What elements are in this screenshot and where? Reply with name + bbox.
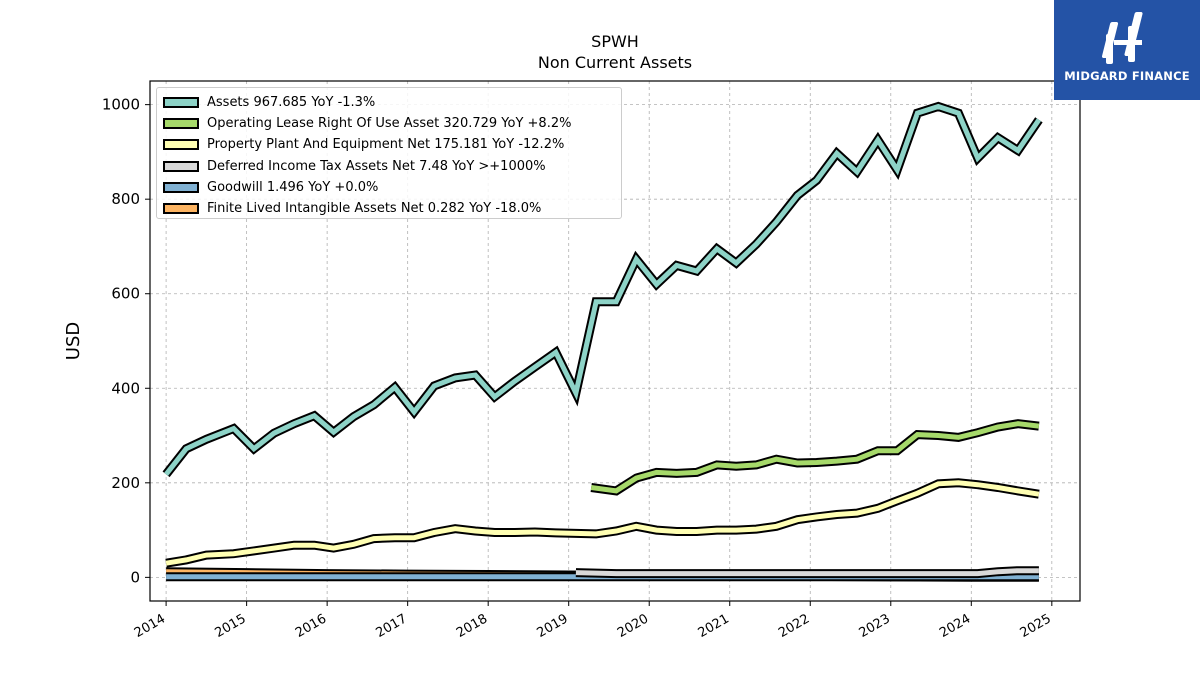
- legend-label: Property Plant And Equipment Net 175.181…: [207, 137, 565, 153]
- legend-swatch: [163, 139, 199, 151]
- brand-logo: MIDGARD FINANCE: [1054, 0, 1200, 100]
- chart-legend: Assets 967.685 YoY -1.3% Operating Lease …: [156, 87, 622, 219]
- y-tick-label: 1000: [102, 96, 140, 114]
- x-tick-label: 2014: [132, 611, 168, 641]
- y-tick-label: 200: [111, 474, 140, 492]
- x-tick-label: 2019: [535, 611, 571, 641]
- x-tick-label: 2024: [937, 611, 973, 641]
- legend-swatch: [163, 118, 199, 130]
- x-tick-label: 2017: [374, 611, 410, 641]
- legend-item: Goodwill 1.496 YoY +0.0%: [163, 177, 615, 198]
- legend-item: Finite Lived Intangible Assets Net 0.282…: [163, 198, 615, 219]
- y-tick-label: 800: [111, 190, 140, 208]
- legend-item: Deferred Income Tax Assets Net 7.48 YoY …: [163, 156, 615, 177]
- series-line: [575, 568, 1039, 577]
- x-tick-label: 2016: [293, 611, 329, 641]
- x-tick-label: 2025: [1018, 611, 1054, 641]
- midgard-logo-icon: [1101, 12, 1143, 64]
- legend-swatch: [163, 160, 199, 172]
- series-line: [164, 103, 1041, 476]
- series-line: [590, 421, 1040, 494]
- y-tick-label: 0: [130, 568, 140, 586]
- legend-swatch: [163, 181, 199, 193]
- y-axis-label: USD: [63, 322, 84, 360]
- x-tick-label: 2018: [454, 611, 490, 641]
- legend-swatch: [163, 203, 199, 215]
- legend-swatch: [163, 97, 199, 109]
- legend-label: Finite Lived Intangible Assets Net 0.282…: [207, 201, 542, 217]
- x-tick-label: 2021: [696, 611, 732, 641]
- legend-label: Goodwill 1.496 YoY +0.0%: [207, 179, 379, 195]
- x-tick-label: 2020: [615, 611, 651, 641]
- y-tick-label: 600: [111, 285, 140, 303]
- brand-name: MIDGARD FINANCE: [1064, 69, 1190, 83]
- x-tick-label: 2022: [776, 611, 812, 641]
- plot-frame: [149, 80, 1081, 602]
- legend-item: Assets 967.685 YoY -1.3%: [163, 92, 615, 113]
- legend-item: Operating Lease Right Of Use Asset 320.7…: [163, 113, 615, 134]
- legend-label: Assets 967.685 YoY -1.3%: [207, 95, 376, 111]
- x-tick-label: 2023: [857, 611, 893, 641]
- chart-subtitle: Non Current Assets: [537, 53, 693, 72]
- legend-label: Deferred Income Tax Assets Net 7.48 YoY …: [207, 158, 546, 174]
- chart-title: SPWH: [591, 32, 639, 51]
- legend-item: Property Plant And Equipment Net 175.181…: [163, 134, 615, 155]
- y-tick-label: 400: [111, 379, 140, 397]
- legend-label: Operating Lease Right Of Use Asset 320.7…: [207, 116, 572, 132]
- series-line: [165, 480, 1040, 566]
- x-tick-label: 2015: [212, 611, 248, 641]
